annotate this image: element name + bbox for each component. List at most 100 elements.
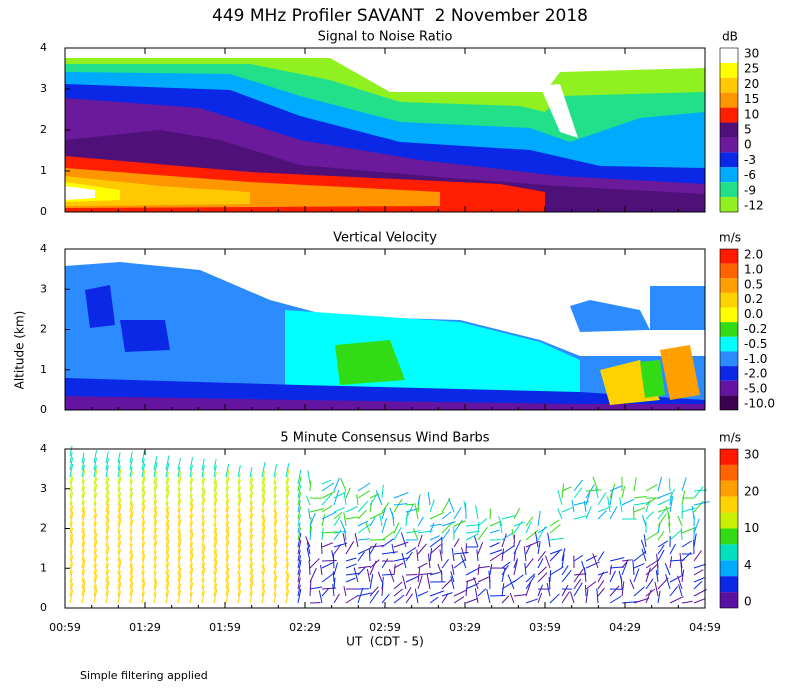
- colorbar-label: 20: [744, 484, 759, 498]
- barb: [93, 468, 98, 485]
- barb: [525, 575, 536, 590]
- barb: [261, 568, 266, 583]
- barb: [117, 459, 121, 471]
- barb: [189, 457, 194, 471]
- barb: [657, 498, 671, 506]
- barb: [273, 555, 277, 569]
- colorbar-label: 20: [744, 77, 759, 91]
- barb: [609, 483, 616, 499]
- barb: [225, 582, 230, 597]
- barb: [356, 494, 359, 506]
- barb: [237, 486, 241, 499]
- barb: [679, 552, 683, 569]
- barb: [465, 530, 480, 534]
- barb: [453, 519, 463, 534]
- barb: [93, 539, 98, 555]
- barb: [69, 538, 74, 555]
- barb: [381, 508, 386, 520]
- barb: [357, 551, 365, 562]
- barb: [129, 575, 134, 590]
- barb: [678, 584, 683, 597]
- barb: [285, 543, 289, 555]
- barb: [609, 566, 625, 569]
- y-tick-label: 0: [40, 403, 47, 416]
- barb: [309, 480, 312, 492]
- barb: [621, 486, 626, 499]
- barb: [225, 514, 229, 527]
- barb: [534, 531, 539, 548]
- barb: [557, 489, 563, 506]
- barb: [498, 516, 503, 527]
- barb: [153, 578, 157, 590]
- barb: [345, 557, 357, 562]
- colorbar-unit: m/s: [719, 431, 741, 445]
- x-tick-label: 00:59: [49, 621, 81, 634]
- barb: [165, 553, 170, 569]
- barb: [369, 574, 374, 590]
- barb: [544, 555, 551, 569]
- barb: [393, 562, 404, 569]
- barb: [609, 557, 625, 562]
- barb: [117, 548, 121, 562]
- barb: [501, 564, 509, 576]
- barb: [321, 479, 332, 485]
- barb: [129, 458, 133, 471]
- barb: [393, 557, 410, 562]
- colorbar-label: 5: [744, 123, 752, 137]
- y-tick-label: 1: [40, 561, 47, 574]
- x-tick-label: 01:59: [209, 621, 241, 634]
- barb: [201, 534, 205, 548]
- barb: [105, 546, 110, 562]
- barb: [645, 511, 655, 520]
- colorbar-swatch: [720, 576, 738, 593]
- barb: [153, 482, 158, 499]
- barb: [213, 527, 217, 541]
- barb: [681, 600, 693, 604]
- barb: [537, 572, 548, 583]
- barb: [365, 522, 371, 534]
- barb: [105, 569, 110, 583]
- barb: [153, 571, 157, 583]
- barb: [189, 547, 194, 562]
- barb: [261, 590, 266, 604]
- barb: [285, 485, 290, 499]
- barb: [69, 562, 74, 576]
- barb: [69, 511, 74, 527]
- barb: [153, 505, 158, 520]
- barb: [595, 487, 599, 499]
- barb: [391, 543, 395, 555]
- barb: [249, 484, 254, 499]
- barb: [153, 527, 157, 541]
- barb: [237, 513, 242, 527]
- barb: [141, 541, 145, 555]
- x-tick-label: 02:59: [369, 621, 401, 634]
- colorbar-unit: dB: [722, 30, 738, 44]
- barb: [549, 593, 560, 604]
- barb: [501, 548, 505, 562]
- barb: [201, 520, 205, 534]
- barb: [669, 585, 679, 597]
- barb: [201, 591, 205, 604]
- colorbar-label: 0.2: [744, 292, 763, 306]
- barb: [657, 544, 665, 555]
- barb: [357, 592, 372, 597]
- barb: [153, 564, 157, 576]
- barb: [225, 521, 229, 534]
- barb: [105, 563, 109, 576]
- colorbar-swatch: [720, 592, 738, 608]
- barb: [656, 553, 659, 569]
- barb: [261, 489, 266, 506]
- barb: [393, 492, 409, 499]
- barb: [129, 511, 134, 527]
- barb: [273, 494, 277, 506]
- barb: [450, 576, 455, 590]
- barb: [273, 511, 278, 527]
- barb: [333, 511, 343, 520]
- barb: [596, 588, 599, 604]
- barb: [165, 562, 170, 576]
- barb: [117, 534, 122, 548]
- colorbar-swatch: [720, 351, 738, 367]
- barb: [141, 504, 146, 520]
- barb: [331, 550, 335, 562]
- barb: [524, 562, 527, 576]
